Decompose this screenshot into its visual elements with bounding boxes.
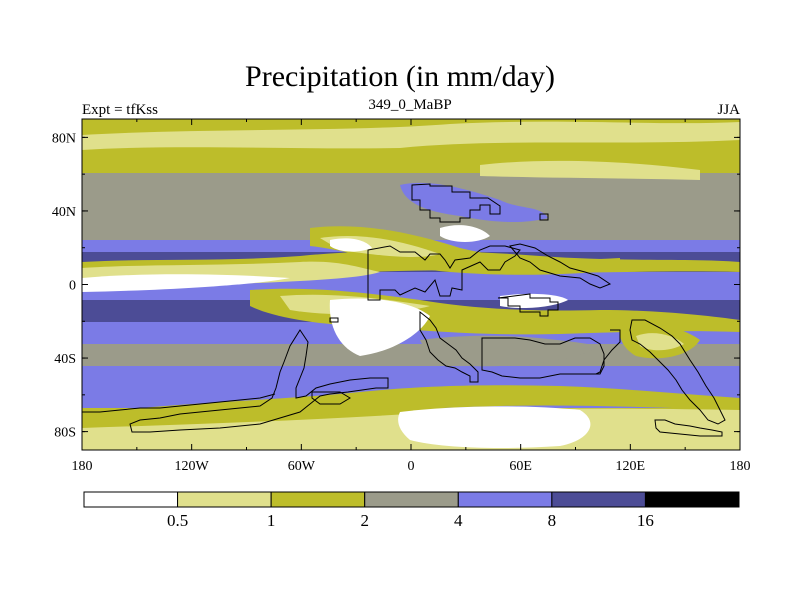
outline-australia-west: [595, 329, 621, 375]
colorbar-level-label: 2: [360, 511, 369, 530]
outline-australia-east: [629, 319, 726, 425]
x-tick-label: 0: [408, 459, 415, 474]
colorbar-swatch: [270, 491, 366, 508]
y-tick-label: 80N: [52, 131, 76, 146]
colorbar-swatch: [83, 491, 179, 508]
colorbar-swatch: [457, 491, 553, 508]
outline-small-island: [539, 213, 549, 221]
colorbar-swatch: [177, 491, 272, 508]
period-label: 349_0_MaBP: [368, 97, 452, 113]
colorbar-level-label: 1: [267, 511, 276, 530]
south-africa-white: [329, 298, 430, 356]
experiment-label: Expt = tfKss: [82, 102, 158, 118]
outline-small-isle-2: [329, 317, 339, 323]
colorbar-swatch: [644, 491, 740, 508]
outline-antarctic-west: [82, 393, 276, 413]
colorbar-labels: 0.5 1 2 4 8 16: [167, 511, 654, 530]
colorbar-level-label: 16: [637, 511, 654, 530]
precipitation-field: [82, 119, 740, 450]
southern-ocean-olive-streak: [120, 385, 740, 422]
colorbar-level-label: 0.5: [167, 511, 188, 530]
south-gray-patch: [420, 335, 600, 367]
x-tick-label: 120W: [175, 459, 210, 474]
outline-southern-isle: [311, 391, 351, 405]
axis-ticks: [81, 119, 741, 450]
outline-pacific-island: [497, 293, 559, 317]
x-tick-label: 180: [730, 459, 751, 474]
x-tick-label: 60E: [509, 459, 532, 474]
x-tick-label: 60W: [288, 459, 316, 474]
y-tick-label: 80S: [54, 426, 76, 441]
outline-antarctic-east: [654, 419, 723, 437]
x-tick-label: 120E: [616, 459, 646, 474]
season-label: JJA: [717, 102, 740, 118]
outline-antarctic-peninsula: [129, 329, 389, 433]
colorbar-level-label: 4: [454, 511, 463, 530]
antarctic-white-blob: [398, 406, 591, 448]
arctic-light-yellow-patch: [480, 160, 700, 180]
australia-yellow-patch: [636, 333, 684, 351]
outline-pangea-tropics: [367, 245, 521, 301]
arctic-light-yellow-strip: [82, 121, 740, 150]
south-india-white: [500, 293, 568, 308]
y-tick-label: 40S: [54, 352, 76, 367]
y-tick-label: 40N: [52, 205, 76, 220]
colorbar-swatch: [364, 491, 459, 508]
outline-africa-south: [419, 310, 479, 383]
continent-outlines: [82, 183, 726, 437]
colorbar-level-label: 8: [548, 511, 557, 530]
colorbar: [83, 491, 740, 508]
y-tick-label: 0: [69, 279, 76, 294]
outline-east-asia: [509, 243, 612, 289]
x-tick-label: 180: [72, 459, 93, 474]
equator-white-patch: [330, 238, 372, 252]
equator-olive-belt: [310, 226, 620, 275]
colorbar-swatch: [551, 491, 646, 508]
outline-north-continent: [411, 183, 501, 223]
north-blue-blob: [400, 182, 548, 223]
axis-labels: 180 120W 60W 0 60E 120E 180 80N 40N 0 40S 80S: [52, 131, 751, 474]
north-white-blob: [440, 225, 490, 242]
map-title: Precipitation (in mm/day): [245, 60, 555, 93]
tropic-white-pacific: [82, 274, 290, 292]
